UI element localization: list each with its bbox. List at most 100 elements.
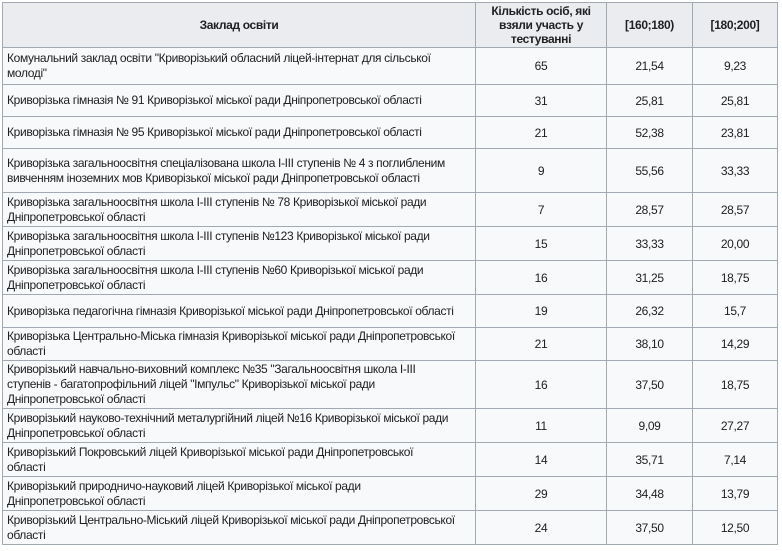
percent-160-180: 37,50 xyxy=(606,360,693,409)
institution-name-line: Криворізька загальноосвітня спеціалізова… xyxy=(7,155,445,170)
table-row: Криворізький природничо-науковий ліцей К… xyxy=(2,476,778,511)
institution-name: Комунальний заклад освіти "Криворізький … xyxy=(2,47,476,85)
institution-name-line: Криворізький Покровський ліцей Криворізь… xyxy=(7,444,414,459)
table-row: Криворізька Центрально-Міська гімназія К… xyxy=(2,327,778,361)
participants-count: 15 xyxy=(475,226,607,261)
institution-name-line: Криворізький науково-технічний металургі… xyxy=(7,410,449,425)
percent-160-180: 25,81 xyxy=(606,84,693,117)
percent-160-180: 9,09 xyxy=(606,408,693,443)
table-row: Криворізька загальноосвітня школа І-ІІІ … xyxy=(2,226,778,261)
participants-count: 9 xyxy=(475,148,607,193)
participants-count: 19 xyxy=(475,294,607,328)
percent-160-180: 31,25 xyxy=(606,260,693,295)
table-row: Криворізький Центрально-Міський ліцей Кр… xyxy=(2,510,778,545)
participants-count: 16 xyxy=(475,260,607,295)
institution-name-line: Криворізький природничо-науковий ліцей К… xyxy=(7,478,361,493)
percent-180-200: 27,27 xyxy=(692,408,778,443)
institution-name: Криворізька загальноосвітня школа І-ІІІ … xyxy=(2,226,476,261)
table-row: Комунальний заклад освіти "Криворізький … xyxy=(2,47,778,85)
institution-name: Криворізький Покровський ліцей Криворізь… xyxy=(2,442,476,477)
institution-name: Криворізька загальноосвітня школа І-ІІІ … xyxy=(2,192,476,227)
header-range-180-200: [180;200] xyxy=(692,2,778,48)
institution-name-line: Дніпропетровської області xyxy=(7,277,146,292)
table-row: Криворізька загальноосвітня спеціалізова… xyxy=(2,148,778,193)
table-row: Криворізька гімназія № 91 Криворізької м… xyxy=(2,84,778,117)
percent-180-200: 18,75 xyxy=(692,260,778,295)
percent-180-200: 28,57 xyxy=(692,192,778,227)
percent-180-200: 7,14 xyxy=(692,442,778,477)
percent-160-180: 28,57 xyxy=(606,192,693,227)
institution-name: Криворізький навчально-виховний комплекс… xyxy=(2,360,476,409)
institution-name-line: Криворізька загальноосвітня школа І-ІІІ … xyxy=(7,194,427,209)
percent-160-180: 35,71 xyxy=(606,442,693,477)
institution-name: Криворізький науково-технічний металургі… xyxy=(2,408,476,443)
institution-name-line: Криворізька гімназія № 91 Криворізької м… xyxy=(7,93,422,107)
institution-name-line: Криворізька педагогічна гімназія Криворі… xyxy=(7,303,454,318)
institution-name-line: Дніпропетровської області xyxy=(7,243,146,258)
institution-name-line: Дніпропетровської області xyxy=(7,425,146,440)
institution-name-line: Криворізький Центрально-Міський ліцей Кр… xyxy=(7,512,455,527)
header-institution: Заклад освіти xyxy=(2,2,476,48)
percent-160-180: 33,33 xyxy=(606,226,693,261)
institution-name: Криворізька загальноосвітня спеціалізова… xyxy=(2,148,476,193)
percent-160-180: 26,32 xyxy=(606,294,693,328)
percent-180-200: 13,79 xyxy=(692,476,778,511)
table-row: Криворізький навчально-виховний комплекс… xyxy=(2,360,778,409)
institution-name-line: молоді" xyxy=(7,66,47,80)
table-row: Криворізька загальноосвітня школа І-ІІІ … xyxy=(2,260,778,295)
percent-160-180: 55,56 xyxy=(606,148,693,193)
institution-name-line: Криворізька Центрально-Міська гімназія К… xyxy=(7,329,455,343)
percent-160-180: 34,48 xyxy=(606,476,693,511)
institution-name: Криворізький Центрально-Міський ліцей Кр… xyxy=(2,510,476,545)
institution-name-line: Криворізький навчально-виховний комплекс… xyxy=(7,362,416,376)
institution-name-line: Комунальний заклад освіти "Криворізький … xyxy=(7,51,431,65)
institution-name-line: області xyxy=(7,527,46,542)
institution-name-line: області xyxy=(7,344,46,358)
institution-name: Криворізька педагогічна гімназія Криворі… xyxy=(2,294,476,328)
percent-180-200: 18,75 xyxy=(692,360,778,409)
percent-180-200: 20,00 xyxy=(692,226,778,261)
percent-180-200: 15,7 xyxy=(692,294,778,328)
participants-count: 29 xyxy=(475,476,607,511)
percent-180-200: 33,33 xyxy=(692,148,778,193)
institution-name-line: Дніпропетровської області xyxy=(7,493,146,508)
institution-name-line: Криворізька загальноосвітня школа І-ІІІ … xyxy=(7,228,430,243)
header-participants: Кількість осіб, які взяли участь у тесту… xyxy=(475,2,607,48)
percent-160-180: 21,54 xyxy=(606,47,693,85)
institution-name: Криворізька загальноосвітня школа І-ІІІ … xyxy=(2,260,476,295)
institution-name-line: Криворізька гімназія № 95 Криворізької м… xyxy=(7,125,422,139)
percent-180-200: 25,81 xyxy=(692,84,778,117)
institution-name-line: вивченням іноземних мов Криворізької міс… xyxy=(7,170,420,185)
header-row: Заклад освіти Кількість осіб, які взяли … xyxy=(2,2,778,48)
percent-160-180: 52,38 xyxy=(606,116,693,149)
table-row: Криворізька загальноосвітня школа І-ІІІ … xyxy=(2,192,778,227)
table-row: Криворізький Покровський ліцей Криворізь… xyxy=(2,442,778,477)
percent-180-200: 9,23 xyxy=(692,47,778,85)
participants-count: 7 xyxy=(475,192,607,227)
participants-count: 16 xyxy=(475,360,607,409)
participants-count: 11 xyxy=(475,408,607,443)
institution-name-line: Дніпропетровської області xyxy=(7,209,146,224)
results-table: Заклад освіти Кількість осіб, які взяли … xyxy=(2,2,778,545)
percent-160-180: 37,50 xyxy=(606,510,693,545)
institution-name: Криворізька гімназія № 91 Криворізької м… xyxy=(2,84,476,117)
participants-count: 24 xyxy=(475,510,607,545)
percent-160-180: 38,10 xyxy=(606,327,693,361)
participants-count: 31 xyxy=(475,84,607,117)
institution-name-line: Криворізька загальноосвітня школа І-ІІІ … xyxy=(7,262,424,277)
institution-name-line: Дніпропетровської області xyxy=(7,392,146,406)
institution-name: Криворізька Центрально-Міська гімназія К… xyxy=(2,327,476,361)
institution-name-line: ступенів - багатопрофільний ліцей "Імпул… xyxy=(7,377,375,391)
participants-count: 14 xyxy=(475,442,607,477)
percent-180-200: 14,29 xyxy=(692,327,778,361)
institution-name: Криворізький природничо-науковий ліцей К… xyxy=(2,476,476,511)
percent-180-200: 23,81 xyxy=(692,116,778,149)
table-row: Криворізька педагогічна гімназія Криворі… xyxy=(2,294,778,328)
percent-180-200: 12,50 xyxy=(692,510,778,545)
table-row: Криворізька гімназія № 95 Криворізької м… xyxy=(2,116,778,149)
participants-count: 21 xyxy=(475,116,607,149)
table-row: Криворізький науково-технічний металургі… xyxy=(2,408,778,443)
institution-name-line: області xyxy=(7,459,46,474)
participants-count: 21 xyxy=(475,327,607,361)
participants-count: 65 xyxy=(475,47,607,85)
